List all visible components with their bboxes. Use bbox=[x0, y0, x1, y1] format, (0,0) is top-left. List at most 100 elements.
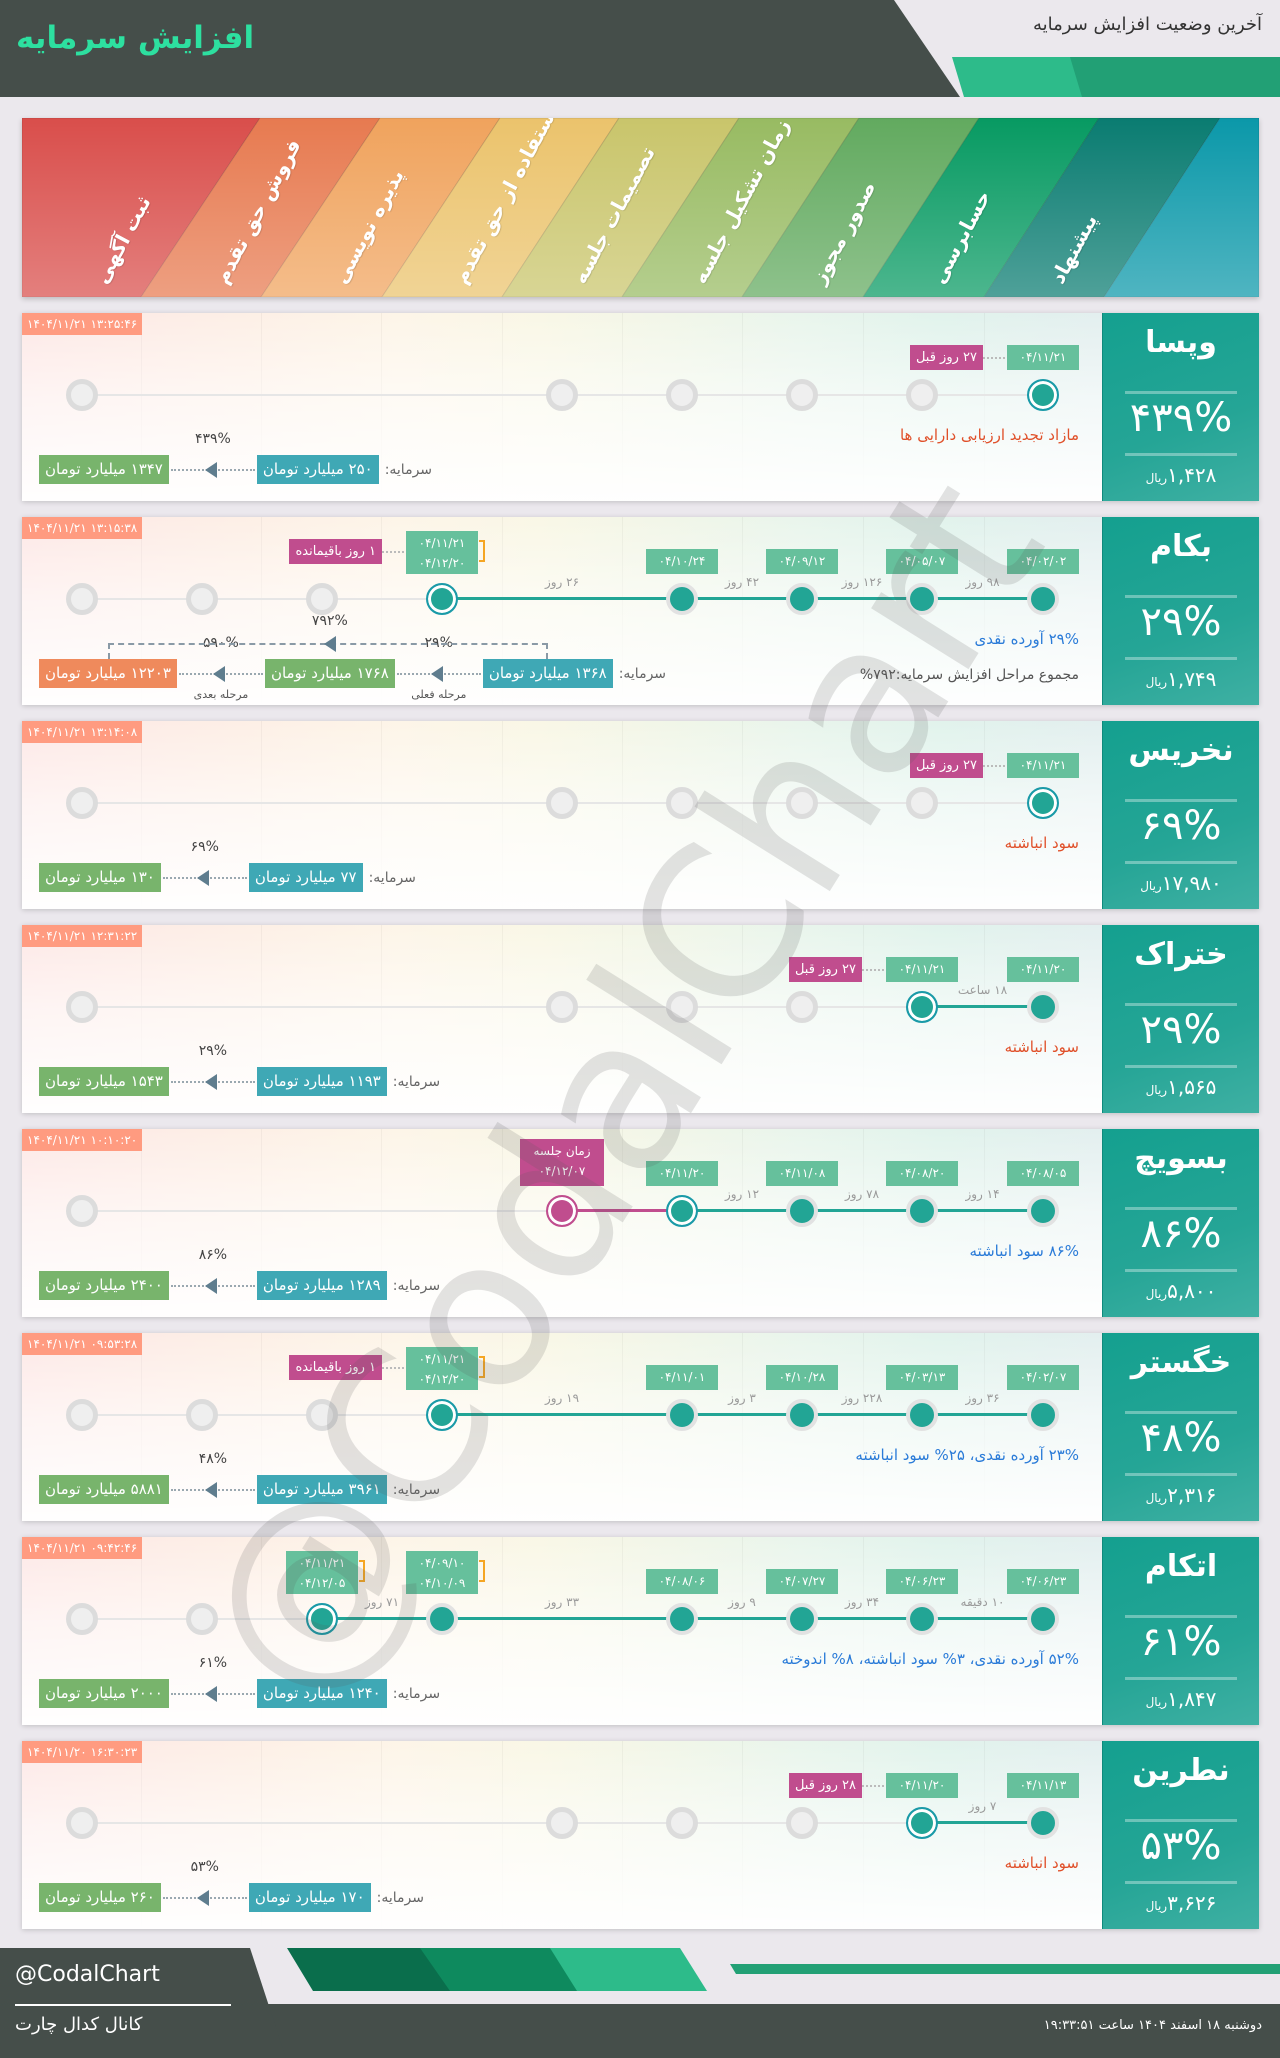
symbol-panel[interactable]: اتکام ۶۱% ۱,۸۴۷ ریال bbox=[1102, 1537, 1259, 1725]
timeline-node-done[interactable] bbox=[1027, 1399, 1059, 1431]
stock-card[interactable]: ۱۴۰۴/۱۱/۲۱ ۰۹:۴۲:۴۶ ۱۰ دقیقه ۳۴ روز ۹ روز ۳۳… bbox=[22, 1537, 1259, 1725]
timeline-node-pending[interactable] bbox=[306, 583, 338, 615]
timeline-node-done[interactable] bbox=[1027, 1195, 1059, 1227]
date-line: ۰۴/۱۲/۲۰ bbox=[418, 556, 466, 570]
timeline-node-pending[interactable] bbox=[666, 379, 698, 411]
timeline-node-done[interactable] bbox=[906, 1399, 938, 1431]
timeline-node-pending[interactable] bbox=[186, 583, 218, 615]
timeline-node-done[interactable] bbox=[786, 1603, 818, 1635]
stock-card[interactable]: ۱۴۰۴/۱۱/۲۰ ۱۶:۳۰:۲۳ ۷ روز ۰۴/۱۱/۱۳ ۰۴/۱۱/۲۰… bbox=[22, 1741, 1259, 1929]
capital-label: سرمایه: bbox=[392, 1481, 441, 1498]
timeline-node-pending[interactable] bbox=[546, 1807, 578, 1839]
timeline-node-pending[interactable] bbox=[546, 991, 578, 1023]
timeline-node-done[interactable] bbox=[1027, 583, 1059, 615]
date-line: ۰۴/۱۰/۲۴ bbox=[658, 554, 706, 568]
stock-symbol[interactable]: خگستر bbox=[1130, 1345, 1232, 1380]
timeline-node-done[interactable] bbox=[666, 583, 698, 615]
timeline-node-pending[interactable] bbox=[786, 379, 818, 411]
timeline-node-current[interactable] bbox=[1027, 379, 1059, 411]
symbol-panel[interactable]: نخریس ۶۹% ۱۷,۹۸۰ ریال bbox=[1102, 721, 1259, 909]
timeline-node-pending[interactable] bbox=[786, 1807, 818, 1839]
timeline-node-meeting[interactable] bbox=[546, 1195, 578, 1227]
timeline-node-pending[interactable] bbox=[306, 1399, 338, 1431]
stock-card[interactable]: ۱۴۰۴/۱۱/۲۱ ۱۳:۱۵:۳۸ ۹۸ روز ۱۲۶ روز ۴۲ روز ۲۶… bbox=[22, 517, 1259, 705]
timeline-node-done[interactable] bbox=[786, 1195, 818, 1227]
funding-source: ۸۶% سود انباشته bbox=[969, 1242, 1079, 1260]
timeline-node-current[interactable] bbox=[426, 583, 458, 615]
total-increase-summary: مجموع مراحل افزایش سرمایه:۷۹۲% bbox=[859, 667, 1079, 683]
stock-symbol[interactable]: بسویچ bbox=[1134, 1141, 1228, 1176]
symbol-panel[interactable]: بکام ۲۹% ۱,۷۴۹ ریال bbox=[1102, 517, 1259, 705]
timeline-node-done[interactable] bbox=[906, 583, 938, 615]
timeline-node-pending[interactable] bbox=[66, 1807, 98, 1839]
stage-duration: ۳ روز bbox=[728, 1391, 756, 1405]
timeline-node-done[interactable] bbox=[1027, 1807, 1059, 1839]
timeline-node-current[interactable] bbox=[1027, 787, 1059, 819]
symbol-panel[interactable]: بسویچ ۸۶% ۵,۸۰۰ ریال bbox=[1102, 1129, 1259, 1317]
timeline-node-done[interactable] bbox=[1027, 991, 1059, 1023]
step-percent: ۴۸% bbox=[198, 1451, 228, 1467]
stock-symbol[interactable]: ختراک bbox=[1134, 937, 1228, 972]
symbol-panel[interactable]: وپسا ۴۳۹% ۱,۴۲۸ ریال bbox=[1102, 313, 1259, 501]
date-line: ۰۴/۱۱/۰۱ bbox=[658, 1370, 706, 1384]
timeline-node-pending[interactable] bbox=[186, 1399, 218, 1431]
time-badge: ۲۸ روز قبل bbox=[788, 1773, 862, 1798]
arrow-left-icon bbox=[204, 1074, 217, 1090]
date-line: ۰۴/۱۱/۲۱ bbox=[1019, 350, 1067, 364]
timeline-node-pending[interactable] bbox=[66, 379, 98, 411]
timeline-node-done[interactable] bbox=[666, 1603, 698, 1635]
timeline-node-pending[interactable] bbox=[906, 379, 938, 411]
timeline-node-done[interactable] bbox=[786, 583, 818, 615]
stock-symbol[interactable]: بکام bbox=[1150, 529, 1212, 564]
stock-card[interactable]: ۱۴۰۴/۱۱/۲۱ ۱۰:۱۰:۲۰ ۱۴ روز ۷۸ روز ۱۲ روز ۰۴/… bbox=[22, 1129, 1259, 1317]
capital-flow: ۲۶۰ میلیارد تومان ۵۳% ۱۷۰ میلیارد تومان سرم… bbox=[39, 1859, 424, 1912]
stock-card[interactable]: ۱۴۰۴/۱۱/۲۱ ۱۳:۱۴:۰۸ ۰۴/۱۱/۲۱ ۲۷ روز قبل سود… bbox=[22, 721, 1259, 909]
footer-brand-block bbox=[0, 1948, 286, 2058]
timeline-node-pending[interactable] bbox=[66, 787, 98, 819]
stock-symbol[interactable]: نخریس bbox=[1128, 733, 1234, 768]
date-line: ۰۴/۱۰/۲۸ bbox=[778, 1370, 826, 1384]
timeline-node-current[interactable] bbox=[306, 1603, 338, 1635]
timeline-node-pending[interactable] bbox=[66, 1603, 98, 1635]
timeline-node-done[interactable] bbox=[1027, 1603, 1059, 1635]
stage-duration: ۱۴ روز bbox=[965, 1187, 1000, 1201]
timeline-node-done[interactable] bbox=[666, 1399, 698, 1431]
price-value: ۳,۶۲۶ bbox=[1167, 1891, 1217, 1915]
timeline-node-pending[interactable] bbox=[66, 1399, 98, 1431]
stage-date-box: ۰۴/۰۲/۰۷ bbox=[1007, 1365, 1079, 1390]
timeline-node-pending[interactable] bbox=[786, 991, 818, 1023]
stock-card[interactable]: ۱۴۰۴/۱۱/۲۱ ۱۳:۲۵:۴۶ ۰۴/۱۱/۲۱ ۲۷ روز قبل ماز… bbox=[22, 313, 1259, 501]
symbol-panel[interactable]: خگستر ۴۸% ۲,۳۱۶ ریال bbox=[1102, 1333, 1259, 1521]
timeline-node-pending[interactable] bbox=[906, 787, 938, 819]
stock-symbol[interactable]: وپسا bbox=[1145, 325, 1217, 360]
stock-card[interactable]: ۱۴۰۴/۱۱/۲۱ ۱۲:۳۱:۲۲ ۱۸ ساعت ۰۴/۱۱/۲۰ ۰۴/۱۱/… bbox=[22, 925, 1259, 1113]
increase-percent: ۲۹% bbox=[1140, 1007, 1222, 1053]
channel-handle[interactable]: @CodalChart bbox=[15, 1962, 160, 1987]
stock-card[interactable]: ۱۴۰۴/۱۱/۲۱ ۰۹:۵۳:۲۸ ۳۶ روز ۲۲۸ روز ۳ روز ۱۹ … bbox=[22, 1333, 1259, 1521]
timeline-node-done[interactable] bbox=[426, 1603, 458, 1635]
symbol-panel[interactable]: نطرین ۵۳% ۳,۶۲۶ ریال bbox=[1102, 1741, 1259, 1929]
symbol-panel[interactable]: ختراک ۲۹% ۱,۵۶۵ ریال bbox=[1102, 925, 1259, 1113]
timeline-node-current[interactable] bbox=[906, 991, 938, 1023]
timeline-node-done[interactable] bbox=[906, 1603, 938, 1635]
timeline-node-pending[interactable] bbox=[666, 787, 698, 819]
timeline-node-pending[interactable] bbox=[546, 379, 578, 411]
timeline-node-pending[interactable] bbox=[186, 1603, 218, 1635]
stock-symbol[interactable]: اتکام bbox=[1144, 1549, 1218, 1584]
timeline-node-pending[interactable] bbox=[546, 787, 578, 819]
timeline-node-pending[interactable] bbox=[666, 1807, 698, 1839]
timeline-node-pending[interactable] bbox=[666, 991, 698, 1023]
timeline-node-pending[interactable] bbox=[66, 991, 98, 1023]
timeline-node-current[interactable] bbox=[426, 1399, 458, 1431]
timeline-node-done[interactable] bbox=[906, 1195, 938, 1227]
panel-divider bbox=[1125, 1207, 1237, 1210]
page-title: افزایش سرمایه bbox=[16, 20, 255, 56]
price-unit: ریال bbox=[1145, 1899, 1168, 1913]
timeline-node-current[interactable] bbox=[666, 1195, 698, 1227]
timeline-node-pending[interactable] bbox=[66, 583, 98, 615]
timeline-node-pending[interactable] bbox=[786, 787, 818, 819]
timeline-node-current[interactable] bbox=[906, 1807, 938, 1839]
stock-symbol[interactable]: نطرین bbox=[1132, 1753, 1230, 1788]
timeline-node-done[interactable] bbox=[786, 1399, 818, 1431]
timeline-node-pending[interactable] bbox=[66, 1195, 98, 1227]
